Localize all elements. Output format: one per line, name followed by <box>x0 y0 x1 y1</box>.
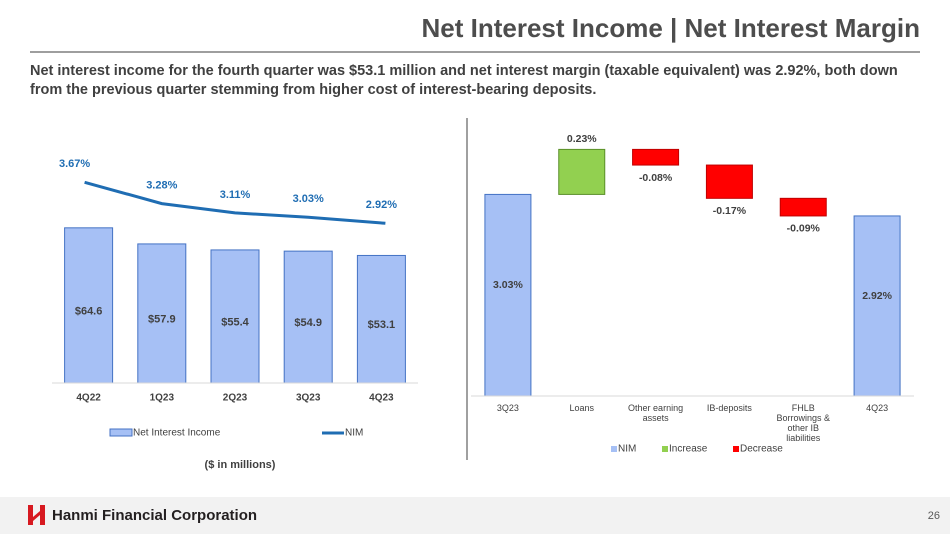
x-tick-label: Loans <box>569 403 595 413</box>
bar <box>484 193 532 397</box>
x-tick-label: 3Q23 <box>496 403 519 413</box>
line-value-label: 2.92% <box>366 199 397 211</box>
footer-band <box>0 497 950 534</box>
bar <box>356 254 406 384</box>
legend-label: NIM <box>618 444 636 455</box>
bar <box>779 197 827 217</box>
bar <box>853 215 901 397</box>
line-value-label: 3.03% <box>293 193 324 205</box>
legend-swatch <box>733 446 739 452</box>
x-tick-label: 3Q23 <box>296 393 321 404</box>
bar-value-label: $57.9 <box>148 313 176 325</box>
x-tick-label-box: IB-deposits <box>706 403 752 413</box>
bar <box>64 227 114 384</box>
bar-value-label: $64.6 <box>75 305 103 317</box>
x-tick-label: 4Q23 <box>369 393 394 404</box>
page-number: 26 <box>928 510 940 522</box>
legend-label: NIM <box>345 428 363 439</box>
bar-value-label: 3.03% <box>493 279 523 291</box>
bar <box>210 249 260 384</box>
x-tick-label: FHLB Borrowings & other IB liabilities <box>776 403 831 443</box>
bar-value-label: $55.4 <box>221 316 249 328</box>
legend-label: Decrease <box>740 444 783 455</box>
line-value-label: 3.28% <box>146 180 177 192</box>
x-tick-label: 4Q22 <box>76 393 101 404</box>
bar <box>632 148 680 166</box>
company-name: Hanmi Financial Corporation <box>52 507 257 524</box>
x-tick-label: IB-deposits <box>706 403 752 413</box>
bar-value-label: $54.9 <box>294 317 322 329</box>
line-value-label: 3.67% <box>59 158 90 170</box>
bar-value-label: -0.08% <box>639 172 673 184</box>
x-tick-label: 2Q23 <box>223 393 248 404</box>
logo-icon <box>28 505 45 525</box>
slide-title: Net Interest Income | Net Interest Margi… <box>422 13 921 43</box>
bar <box>137 243 187 384</box>
x-tick-label: 4Q23 <box>866 403 889 413</box>
x-tick-label-box: Other earning assets <box>628 403 684 423</box>
legend-swatch <box>109 428 133 437</box>
x-tick-label-box: 3Q23 <box>496 403 519 413</box>
line-value-label: 3.11% <box>220 189 251 201</box>
legend-label: Increase <box>669 444 708 455</box>
bar-value-label: 0.23% <box>567 133 597 145</box>
bar-value-label: 2.92% <box>862 290 892 302</box>
x-tick-label-box: FHLB Borrowings & other IB liabilities <box>776 403 831 443</box>
legend-swatch <box>611 446 617 452</box>
subtitle: Net interest income for the fourth quart… <box>30 63 898 98</box>
nim-line <box>84 180 386 225</box>
bar-value-label: -0.09% <box>787 223 821 235</box>
bar-value-label: $53.1 <box>368 319 396 331</box>
legend-swatch <box>662 446 668 452</box>
bar <box>283 250 333 384</box>
x-tick-label: 1Q23 <box>150 393 175 404</box>
chart-note: ($ in millions) <box>205 459 276 471</box>
bar <box>558 148 606 195</box>
legend-label: Net Interest Income <box>133 428 221 439</box>
bar <box>705 164 753 199</box>
x-tick-label: Other earning assets <box>628 403 684 423</box>
x-tick-label-box: Loans <box>569 403 595 413</box>
subtitle-box: Net interest income for the fourth quart… <box>30 63 898 98</box>
x-tick-label-box: 4Q23 <box>866 403 889 413</box>
bar-value-label: -0.17% <box>713 205 747 217</box>
